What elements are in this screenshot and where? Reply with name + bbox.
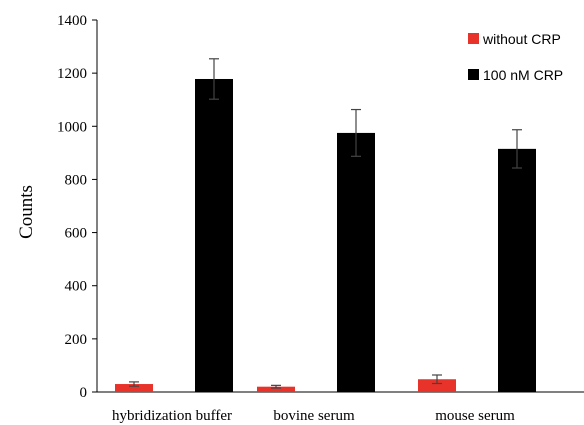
bar [195, 78, 233, 392]
legend-label: 100 nM CRP [483, 67, 563, 83]
bar [257, 386, 295, 392]
bar [418, 379, 456, 392]
legend-swatch [468, 69, 479, 80]
category-label: hybridization buffer [112, 408, 232, 424]
y-tick-label: 1200 [57, 66, 87, 82]
legend: without CRP 100 nM CRP [468, 31, 563, 83]
y-tick-label: 800 [65, 172, 88, 188]
y-ticks: 0 200 400 600 800 1000 1200 1400 [57, 13, 97, 401]
bars [115, 58, 536, 392]
legend-swatch [468, 33, 479, 44]
y-axis-label: Counts [16, 185, 37, 239]
bar [498, 148, 536, 392]
category-labels: hybridization buffer bovine serum mouse se… [112, 408, 515, 424]
y-tick-label: 400 [65, 279, 88, 295]
category-label: bovine serum [273, 408, 355, 424]
bar [115, 384, 153, 392]
y-tick-label: 0 [80, 385, 88, 401]
bar [337, 132, 375, 392]
y-tick-label: 1000 [57, 119, 87, 135]
y-tick-label: 200 [65, 332, 88, 348]
category-label: mouse serum [435, 408, 515, 424]
legend-label: without CRP [482, 31, 561, 47]
y-tick-label: 600 [65, 226, 88, 242]
y-tick-label: 1400 [57, 13, 87, 29]
